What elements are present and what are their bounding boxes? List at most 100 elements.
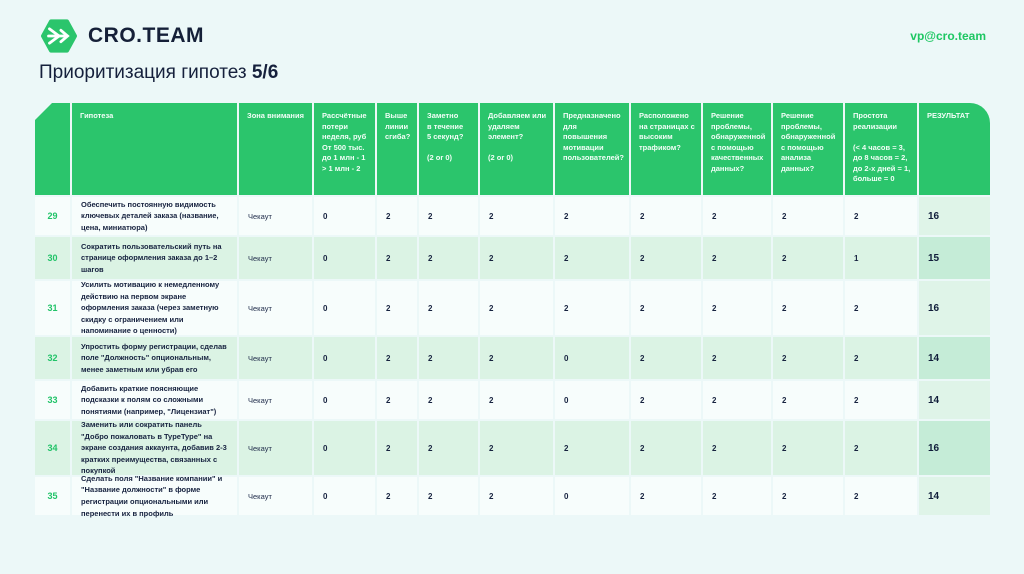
column-header-num — [35, 103, 70, 195]
score-high-traffic: 2 — [631, 197, 701, 235]
score-ease: 2 — [845, 421, 917, 475]
hexagon-merge-arrow-icon — [40, 17, 78, 55]
priority-table: Гипотеза Зона внимания Рассчётные потери н… — [35, 103, 990, 518]
score-qualitative-data: 2 — [703, 337, 771, 379]
row-number: 35 — [35, 477, 70, 515]
score-noticeable-5s: 2 — [419, 237, 478, 279]
column-header-data-analysis: Решение проблемы, обнаруженной с помощью… — [773, 103, 843, 195]
hypothesis-text: Добавить краткие поясняющие подсказки к … — [72, 381, 237, 419]
row-number: 32 — [35, 337, 70, 379]
result-score: 14 — [919, 381, 990, 419]
score-above-fold: 2 — [377, 237, 417, 279]
score-losses: 0 — [314, 421, 375, 475]
score-high-traffic: 2 — [631, 281, 701, 335]
attention-zone: Чекаут — [239, 281, 312, 335]
score-losses: 0 — [314, 337, 375, 379]
score-losses: 0 — [314, 237, 375, 279]
attention-zone: Чекаут — [239, 197, 312, 235]
attention-zone: Чекаут — [239, 421, 312, 475]
score-qualitative-data: 2 — [703, 197, 771, 235]
score-noticeable-5s: 2 — [419, 281, 478, 335]
score-qualitative-data: 2 — [703, 477, 771, 515]
row-number: 30 — [35, 237, 70, 279]
score-qualitative-data: 2 — [703, 381, 771, 419]
score-above-fold: 2 — [377, 421, 417, 475]
score-qualitative-data: 2 — [703, 421, 771, 475]
score-ease: 2 — [845, 337, 917, 379]
score-ease: 2 — [845, 381, 917, 419]
score-motivation: 0 — [555, 381, 629, 419]
hypothesis-text: Заменить или сократить панель "Добро пож… — [72, 420, 237, 475]
score-add-remove-element: 2 — [480, 381, 553, 419]
score-above-fold: 2 — [377, 281, 417, 335]
score-motivation: 2 — [555, 281, 629, 335]
score-losses: 0 — [314, 381, 375, 419]
column-header-result: РЕЗУЛЬТАТ — [919, 103, 990, 195]
score-above-fold: 2 — [377, 477, 417, 515]
page-indicator: 5/6 — [251, 62, 279, 83]
result-score: 14 — [919, 477, 990, 515]
score-noticeable-5s: 2 — [419, 197, 478, 235]
score-add-remove-element: 2 — [480, 237, 553, 279]
hypothesis-text: Сократить пользовательский путь на стран… — [72, 237, 237, 279]
score-losses: 0 — [314, 197, 375, 235]
score-above-fold: 2 — [377, 337, 417, 379]
hypothesis-text: Обеспечить постоянную видимость ключевых… — [72, 197, 237, 235]
score-motivation: 2 — [555, 197, 629, 235]
score-qualitative-data: 2 — [703, 281, 771, 335]
score-noticeable-5s: 2 — [419, 381, 478, 419]
column-header-motivation: Предназначено для повышения мотивации по… — [555, 103, 629, 195]
score-noticeable-5s: 2 — [419, 421, 478, 475]
score-motivation: 2 — [555, 237, 629, 279]
column-header-hypothesis: Гипотеза — [72, 103, 237, 195]
score-losses: 0 — [314, 281, 375, 335]
score-noticeable-5s: 2 — [419, 337, 478, 379]
column-header-ease: Простота реализации (< 4 часов = 3, до 8… — [845, 103, 917, 195]
contact-email[interactable]: vp@cro.team — [910, 29, 986, 43]
score-above-fold: 2 — [377, 381, 417, 419]
score-add-remove-element: 2 — [480, 477, 553, 515]
score-data-analysis: 2 — [773, 421, 843, 475]
score-ease: 2 — [845, 197, 917, 235]
score-add-remove-element: 2 — [480, 421, 553, 475]
result-score: 16 — [919, 281, 990, 335]
result-score: 16 — [919, 421, 990, 475]
score-ease: 1 — [845, 237, 917, 279]
score-qualitative-data: 2 — [703, 237, 771, 279]
attention-zone: Чекаут — [239, 477, 312, 515]
attention-zone: Чекаут — [239, 337, 312, 379]
score-data-analysis: 2 — [773, 477, 843, 515]
score-high-traffic: 2 — [631, 381, 701, 419]
column-header-losses: Рассчётные потери неделя, руб От 500 тыс… — [314, 103, 375, 195]
attention-zone: Чекаут — [239, 237, 312, 279]
attention-zone: Чекаут — [239, 381, 312, 419]
score-data-analysis: 2 — [773, 381, 843, 419]
score-high-traffic: 2 — [631, 421, 701, 475]
score-data-analysis: 2 — [773, 237, 843, 279]
score-losses: 0 — [314, 477, 375, 515]
column-header-add-remove-element: Добавляем или удаляем элемент? (2 or 0) — [480, 103, 553, 195]
top-bar: CRO.TEAM vp@cro.team — [40, 16, 986, 56]
score-data-analysis: 2 — [773, 197, 843, 235]
score-data-analysis: 2 — [773, 281, 843, 335]
column-header-above-fold: Выше линии сгиба? — [377, 103, 417, 195]
score-motivation: 0 — [555, 477, 629, 515]
page-title: Приоритизация гипотез 5/6 — [39, 62, 278, 84]
column-header-noticeable-5s: Заметно в течение 5 секунд? (2 or 0) — [419, 103, 478, 195]
hypothesis-text: Усилить мотивацию к немедленному действи… — [72, 280, 237, 335]
score-ease: 2 — [845, 477, 917, 515]
logo-text: CRO.TEAM — [88, 24, 204, 47]
score-high-traffic: 2 — [631, 477, 701, 515]
result-score: 16 — [919, 197, 990, 235]
result-score: 14 — [919, 337, 990, 379]
column-header-qualitative-data: Решение проблемы, обнаруженной с помощью… — [703, 103, 771, 195]
logo: CRO.TEAM — [40, 17, 204, 55]
score-add-remove-element: 2 — [480, 337, 553, 379]
score-data-analysis: 2 — [773, 337, 843, 379]
score-high-traffic: 2 — [631, 237, 701, 279]
score-high-traffic: 2 — [631, 337, 701, 379]
row-number: 31 — [35, 281, 70, 335]
row-number: 34 — [35, 421, 70, 475]
row-number: 33 — [35, 381, 70, 419]
column-header-zone: Зона внимания — [239, 103, 312, 195]
